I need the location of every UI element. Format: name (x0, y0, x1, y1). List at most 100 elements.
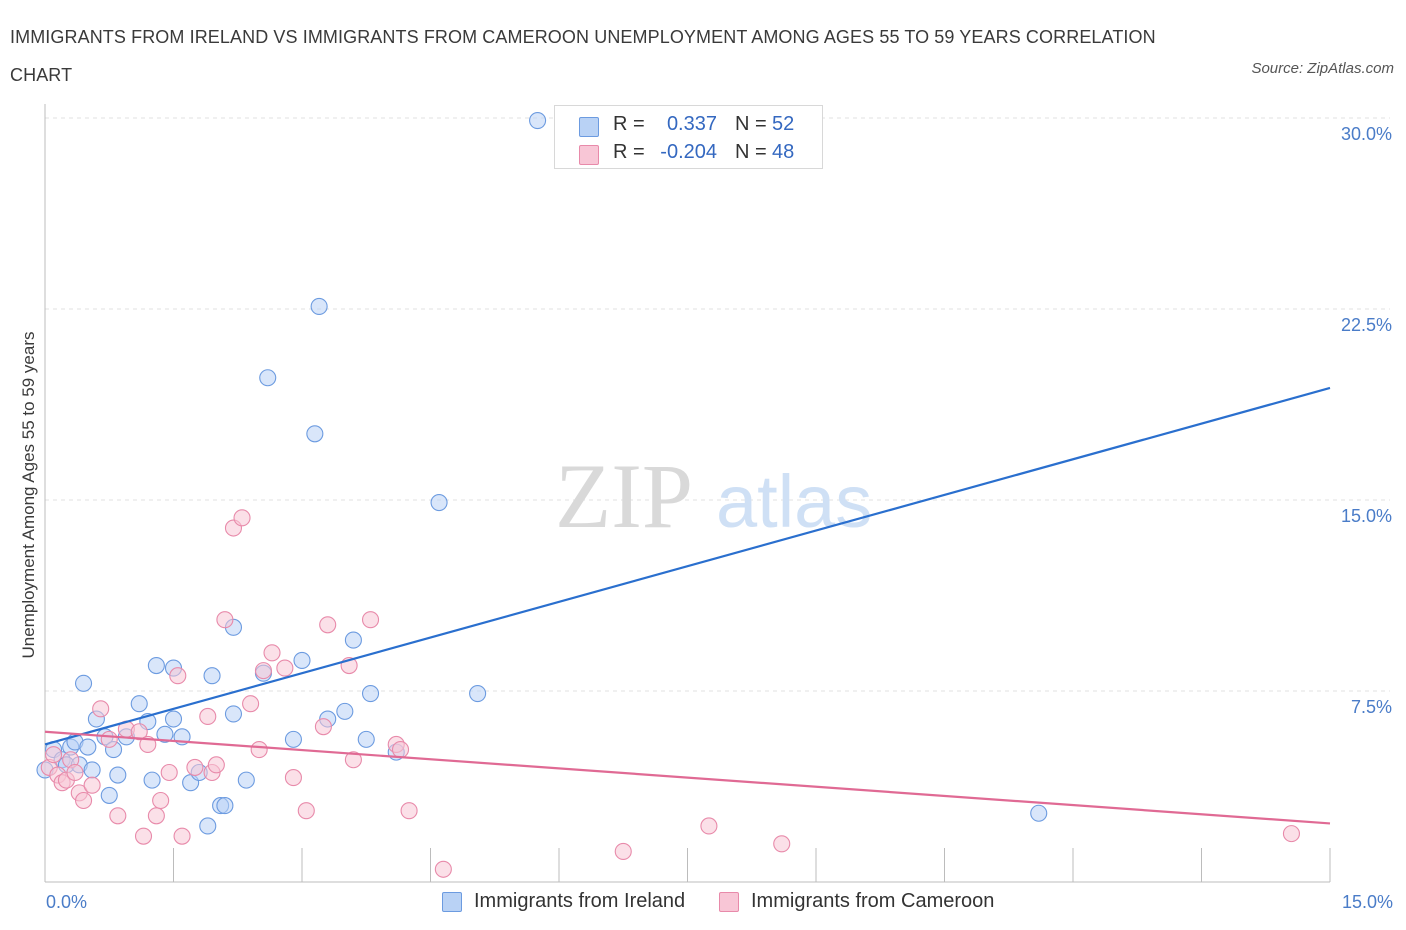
point-cameroon-25 (207, 756, 225, 774)
legend-r-value-cameroon: -0.204 (660, 141, 717, 163)
point-ireland-19 (147, 656, 165, 675)
legend-swatch-ireland (579, 117, 599, 137)
grid-lines (45, 117, 1390, 692)
legend-swatch-cameroon (579, 145, 599, 165)
source-label: Source: ZipAtlas.com (1251, 60, 1394, 77)
legend-n-label: N = (735, 141, 767, 163)
point-ireland-46 (469, 684, 487, 703)
point-cameroon-23 (199, 707, 217, 726)
point-ireland-36 (293, 651, 311, 669)
trend-lines (44, 386, 1331, 825)
point-cameroon-43 (400, 802, 418, 820)
bottom-legend-swatch-cameroon (719, 892, 739, 912)
watermark: ZIP atlas (555, 445, 872, 547)
point-ireland-34 (259, 369, 277, 387)
bottom-legend: Immigrants from Ireland Immigrants from … (0, 888, 1406, 918)
point-cameroon-28 (233, 509, 251, 527)
point-cameroon-44 (434, 860, 452, 878)
tick-labels: 7.5% 15.0% 22.5% 30.0% 0.0% 15.0% (46, 124, 1393, 912)
point-cameroon-34 (284, 769, 302, 787)
legend-r-label: R = (613, 113, 645, 135)
point-cameroon-42 (391, 741, 410, 759)
point-cameroon-33 (276, 659, 294, 677)
point-cameroon-12 (109, 807, 127, 825)
point-cameroon-18 (152, 791, 170, 810)
legend-r-label: R = (613, 141, 645, 163)
point-ireland-26 (199, 817, 217, 835)
bottom-legend-swatch-ireland (442, 892, 462, 912)
point-ireland-41 (344, 631, 362, 649)
point-cameroon-14 (130, 723, 148, 741)
point-ireland-18 (143, 771, 161, 789)
point-cameroon-31 (254, 662, 273, 680)
legend-box: R = 0.337 N = 52 R = -0.204 N = 48 (554, 105, 823, 169)
legend-n-value-cameroon: 48 (772, 141, 795, 163)
point-ireland-45 (430, 493, 448, 512)
legend-n-value-ireland: 52 (772, 113, 795, 135)
point-cameroon-46 (700, 817, 718, 835)
point-cameroon-20 (169, 667, 187, 685)
point-cameroon-8 (75, 791, 93, 810)
point-cameroon-22 (186, 758, 204, 776)
point-cameroon-45 (614, 842, 632, 860)
point-ireland-14 (109, 766, 127, 784)
point-cameroon-48 (1282, 825, 1300, 843)
point-cameroon-15 (134, 827, 153, 845)
point-cameroon-37 (319, 616, 337, 634)
point-ireland-30 (224, 705, 243, 723)
axes (44, 104, 1331, 883)
point-cameroon-40 (361, 611, 380, 629)
point-cameroon-47 (773, 835, 791, 853)
point-cameroon-32 (263, 644, 281, 662)
point-ireland-40 (336, 702, 354, 720)
point-ireland-20 (156, 725, 174, 743)
point-ireland-21 (164, 710, 183, 728)
point-cameroon-30 (250, 741, 268, 759)
y-axis-label: Unemployment Among Ages 55 to 59 years (19, 332, 38, 659)
point-cameroon-21 (173, 827, 191, 845)
point-cameroon-16 (139, 735, 157, 754)
point-ireland-37 (306, 425, 324, 443)
trend-line-cameroon (44, 730, 1331, 825)
point-ireland-7 (75, 674, 93, 692)
point-ireland-32 (237, 771, 255, 789)
point-ireland-27 (203, 667, 221, 685)
point-cameroon-17 (147, 807, 165, 825)
point-cameroon-39 (344, 751, 362, 769)
point-cameroon-10 (92, 700, 110, 718)
watermark-atlas: atlas (716, 460, 872, 543)
point-cameroon-6 (66, 763, 84, 782)
point-cameroon-1 (45, 746, 63, 764)
data-points (36, 111, 1300, 878)
point-ireland-48 (1030, 804, 1048, 822)
y-tick-label-1: 15.0% (1341, 506, 1392, 526)
y-tick-label-2: 22.5% (1341, 315, 1392, 335)
point-ireland-16 (130, 695, 148, 713)
x-tick-label-0: 0.0% (46, 892, 87, 912)
point-ireland-43 (361, 684, 380, 703)
legend-n-label: N = (735, 113, 767, 135)
bottom-legend-label-cameroon: Immigrants from Cameroon (751, 890, 995, 912)
chart-title: IMMIGRANTS FROM IRELAND VS IMMIGRANTS FR… (10, 27, 1156, 85)
point-cameroon-29 (242, 695, 260, 713)
point-ireland-9 (83, 761, 101, 779)
point-ireland-35 (284, 730, 302, 748)
x-tick-label-1: 15.0% (1342, 892, 1393, 912)
point-cameroon-9 (83, 776, 101, 794)
point-cameroon-36 (314, 718, 332, 736)
y-tick-label-3: 30.0% (1341, 124, 1392, 144)
watermark-zip: ZIP (555, 445, 693, 547)
point-ireland-38 (310, 297, 328, 316)
point-cameroon-35 (297, 802, 315, 820)
point-ireland-42 (357, 730, 375, 748)
point-cameroon-26 (216, 611, 234, 629)
point-ireland-12 (100, 786, 118, 804)
point-ireland-8 (79, 738, 97, 756)
point-cameroon-11 (100, 730, 118, 748)
point-ireland-47 (529, 111, 547, 130)
trend-line-ireland (44, 386, 1331, 746)
point-cameroon-19 (160, 763, 178, 782)
bottom-legend-label-ireland: Immigrants from Ireland (474, 890, 686, 912)
y-tick-label-0: 7.5% (1351, 697, 1392, 717)
